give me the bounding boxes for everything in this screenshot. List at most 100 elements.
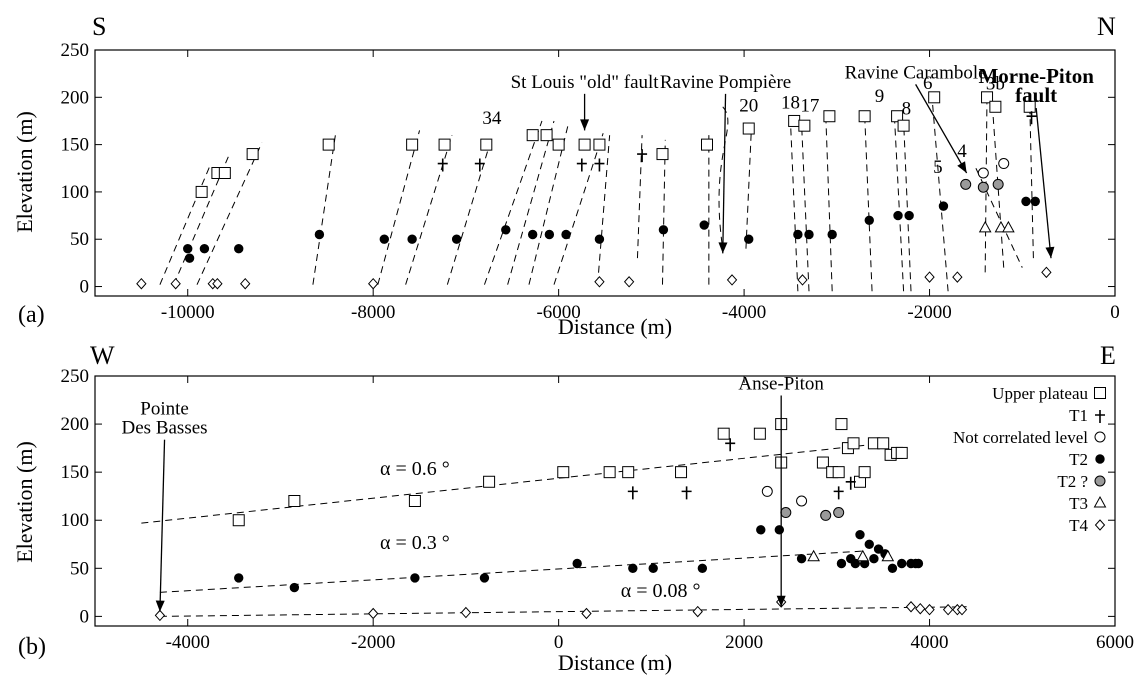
y-tick-label: 250 xyxy=(61,40,90,61)
data-point-plus xyxy=(437,158,448,172)
annotation-arrow-head xyxy=(957,161,967,173)
data-point-black-circle xyxy=(314,229,325,240)
data-point-open-diamond xyxy=(1041,266,1052,279)
data-point-open-diamond xyxy=(368,277,379,290)
trend-label-background xyxy=(608,579,713,604)
data-point-open-diamond xyxy=(136,277,147,290)
data-point-open-square xyxy=(816,456,829,469)
legend: Upper plateau T1 Not correlated level T2 T2 … xyxy=(953,384,1107,535)
data-point-plus xyxy=(576,158,587,172)
panel-b-corner-left: W xyxy=(90,341,115,370)
data-point-open-square xyxy=(322,138,335,151)
trend-label-background xyxy=(362,531,467,556)
data-point-black-circle xyxy=(451,234,462,244)
annotation-arrow-head xyxy=(718,242,728,254)
y-tick-label: 0 xyxy=(80,277,90,298)
data-point-black-circle xyxy=(774,525,785,535)
annotation-label: 18 xyxy=(781,93,800,114)
data-point-black-circle xyxy=(827,229,837,240)
series-black-circle xyxy=(183,196,1040,263)
annotation-label: 5 xyxy=(933,157,943,178)
series-open-square xyxy=(232,418,908,527)
y-tick-label: 50 xyxy=(70,229,89,250)
data-point-black-circle xyxy=(869,553,879,564)
y-tick-label: 100 xyxy=(61,182,90,203)
terrace-trace xyxy=(992,108,1005,268)
annotation-label: St Louis "old" fault xyxy=(511,72,660,93)
data-point-open-square xyxy=(603,466,616,479)
series-grey-circle xyxy=(780,507,845,521)
terrace-trace xyxy=(377,130,421,285)
series-black-circle xyxy=(234,525,924,593)
legend-label: T2 xyxy=(1069,450,1088,469)
data-point-black-circle xyxy=(561,229,571,240)
data-point-open-square xyxy=(847,437,860,450)
data-point-open-diamond xyxy=(154,609,166,622)
data-point-grey-circle xyxy=(820,509,832,521)
data-point-open-diamond xyxy=(460,606,472,619)
data-point-black-circle xyxy=(893,210,903,221)
data-point-plus xyxy=(833,486,844,500)
annotation-arrow-line xyxy=(1035,107,1052,259)
data-point-open-diamond xyxy=(368,607,379,620)
annotation-label: Morne-Piton xyxy=(978,64,1094,88)
annotation-label: Ravine Pompière xyxy=(660,72,791,93)
data-point-black-circle xyxy=(864,215,874,226)
annotation-label: 3b xyxy=(986,74,1005,95)
data-point-open-square xyxy=(483,475,496,488)
data-point-open-triangle xyxy=(807,549,820,562)
data-point-open-diamond xyxy=(924,603,935,616)
data-point-open-diamond xyxy=(797,274,808,286)
data-point-black-circle xyxy=(855,529,865,540)
annotation-label: 9 xyxy=(875,86,885,107)
data-point-open-diamond xyxy=(956,603,968,616)
annotation-arrow-head xyxy=(776,595,786,607)
series-plus xyxy=(627,438,856,500)
terrace-trace xyxy=(405,135,453,285)
data-point-black-circle xyxy=(527,229,538,240)
data-point-black-circle xyxy=(913,558,924,569)
data-point-open-square xyxy=(832,466,845,479)
data-point-open-square xyxy=(788,114,801,127)
data-point-open-triangle xyxy=(1002,220,1015,233)
data-point-open-square xyxy=(928,91,941,104)
data-point-open-square xyxy=(717,427,730,440)
data-point-open-square xyxy=(656,148,669,161)
data-point-open-diamond xyxy=(240,277,251,290)
panel-b-corner-right: E xyxy=(1100,341,1116,370)
data-point-black-circle xyxy=(850,558,861,569)
terrace-trace xyxy=(801,123,810,292)
annotation-label: Des Basses xyxy=(122,418,208,439)
panel-a-plot-area: -10000 -8000 -6000 -4000 -2000 0 0 50 100 150 200 2… xyxy=(61,40,1120,323)
panel-b-chart: W E (b) Distance (m) Elevation (m) -4000… xyxy=(12,341,1134,675)
data-point-black-circle xyxy=(836,558,847,569)
data-point-grey-circle xyxy=(780,507,792,519)
trend-line-label: α = 0.08 ° xyxy=(621,580,701,602)
annotation-label: 20 xyxy=(739,96,758,117)
annotation-arrow-line xyxy=(722,93,727,254)
y-tick-label: 200 xyxy=(61,87,90,108)
plot-frame xyxy=(94,49,1116,297)
data-point-open-diamond xyxy=(623,276,635,288)
data-point-open-square xyxy=(1023,100,1036,113)
terrace-trace xyxy=(446,136,493,285)
legend-marker-open-triangle xyxy=(1093,495,1107,508)
data-point-grey-circle xyxy=(977,181,989,193)
data-point-open-diamond xyxy=(726,274,738,286)
series-open-triangle xyxy=(807,549,895,562)
data-point-black-circle xyxy=(183,243,193,254)
terrace-trace xyxy=(745,125,753,249)
terrace-trace xyxy=(483,120,543,285)
data-point-open-square xyxy=(218,167,231,179)
series-open-circle xyxy=(977,158,1010,179)
annotation-label: fault xyxy=(1015,83,1057,107)
data-point-plus xyxy=(845,476,856,490)
terrace-trace xyxy=(528,125,569,285)
annotation-label: Anse-Piton xyxy=(738,373,824,394)
annotation-label: 17 xyxy=(800,96,819,117)
data-point-open-circle xyxy=(977,167,989,179)
annotation-arrow-line xyxy=(915,84,968,174)
y-tick-label: 50 xyxy=(70,558,89,579)
data-point-open-square xyxy=(675,466,688,479)
panel-a-corner-right: N xyxy=(1097,12,1116,41)
